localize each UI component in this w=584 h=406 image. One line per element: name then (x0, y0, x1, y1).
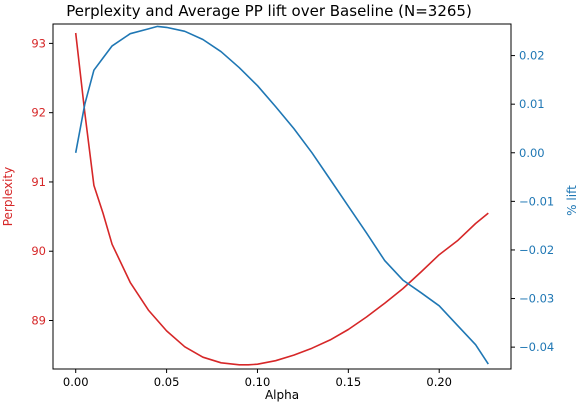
x-tick-label: 0.00 (63, 375, 89, 389)
left-y-tick-label: 90 (31, 244, 46, 258)
x-tick-label: 0.15 (336, 375, 362, 389)
chart-title: Perplexity and Average PP lift over Base… (66, 2, 472, 20)
right-y-tick-label: −0.02 (519, 243, 554, 257)
right-y-axis-label: % lift (565, 185, 579, 216)
lift-line (74, 25, 489, 365)
left-y-tick-label: 91 (31, 175, 46, 189)
series-layer (74, 25, 489, 366)
right-y-tick-label: −0.04 (519, 340, 554, 354)
right-y-tick-label: −0.03 (519, 292, 554, 306)
plot-frame (52, 23, 512, 370)
x-tick-label: 0.05 (154, 375, 180, 389)
left-y-axis-label: Perplexity (1, 167, 15, 227)
x-tick-label: 0.10 (245, 375, 271, 389)
x-tick-label: 0.20 (426, 375, 452, 389)
left-y-tick-label: 92 (31, 106, 46, 120)
right-y-tick-label: 0.00 (519, 146, 545, 160)
x-axis-label: Alpha (265, 388, 299, 402)
x-axis-ticks: 0.00 0.05 0.10 0.15 0.20 (63, 369, 452, 389)
left-y-tick-label: 93 (31, 36, 46, 50)
left-y-axis-ticks: 89 90 91 92 93 (31, 36, 53, 328)
right-y-tick-label: −0.01 (519, 194, 554, 208)
left-y-tick-label: 89 (31, 314, 46, 328)
perplexity-line (74, 32, 489, 366)
right-y-tick-label: 0.02 (519, 49, 545, 63)
right-y-axis-ticks: −0.04 −0.03 −0.02 −0.01 0.00 0.01 0.02 (511, 49, 554, 354)
right-y-tick-label: 0.01 (519, 97, 545, 111)
